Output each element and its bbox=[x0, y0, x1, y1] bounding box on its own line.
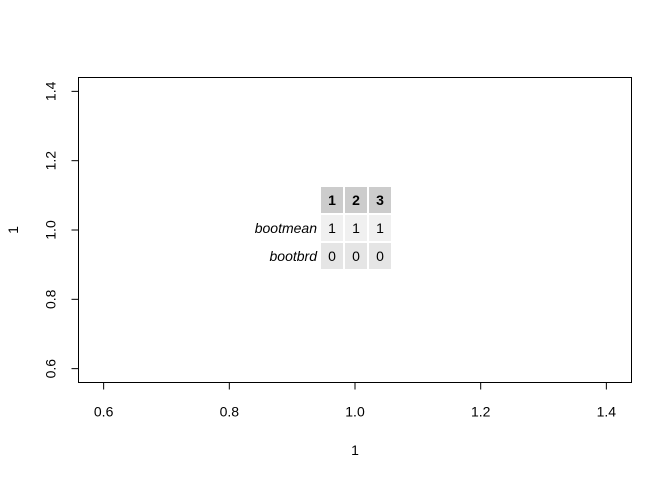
y-axis-title: 1 bbox=[5, 226, 21, 234]
x-tick-label: 1.0 bbox=[345, 404, 365, 420]
table-row-label: bootmean bbox=[255, 220, 317, 236]
x-tick-label: 0.8 bbox=[220, 404, 240, 420]
x-axis-title: 1 bbox=[351, 442, 359, 458]
table-column-header: 3 bbox=[376, 192, 384, 208]
x-tick-label: 0.6 bbox=[94, 404, 114, 420]
y-tick-label: 0.6 bbox=[43, 359, 59, 379]
table-cell bbox=[369, 243, 391, 269]
y-axis: 0.6 0.8 1.0 1.2 1.4 bbox=[43, 81, 79, 378]
table-cell bbox=[345, 243, 367, 269]
y-tick-label: 0.8 bbox=[43, 289, 59, 309]
table-header-cell bbox=[321, 187, 343, 213]
y-tick-label: 1.4 bbox=[43, 81, 59, 101]
x-axis: 0.6 0.8 1.0 1.2 1.4 bbox=[94, 382, 617, 420]
table-column-header: 2 bbox=[352, 192, 360, 208]
table-cell bbox=[321, 215, 343, 241]
table-cell-value: 1 bbox=[328, 220, 336, 236]
table-cell bbox=[321, 243, 343, 269]
table-cell-value: 0 bbox=[376, 248, 384, 264]
table-cell-value: 0 bbox=[352, 248, 360, 264]
table-cell bbox=[369, 215, 391, 241]
table-header-cell bbox=[345, 187, 367, 213]
table-cell bbox=[345, 215, 367, 241]
table-cell-value: 0 bbox=[328, 248, 336, 264]
table-column-header: 1 bbox=[328, 192, 336, 208]
table-row-label: bootbrd bbox=[270, 248, 319, 264]
table-header-cell bbox=[369, 187, 391, 213]
table-cell-value: 1 bbox=[352, 220, 360, 236]
y-tick-label: 1.0 bbox=[43, 220, 59, 240]
x-tick-label: 1.2 bbox=[471, 404, 491, 420]
table-cell-value: 1 bbox=[376, 220, 384, 236]
y-tick-label: 1.2 bbox=[43, 151, 59, 171]
x-tick-label: 1.4 bbox=[597, 404, 617, 420]
